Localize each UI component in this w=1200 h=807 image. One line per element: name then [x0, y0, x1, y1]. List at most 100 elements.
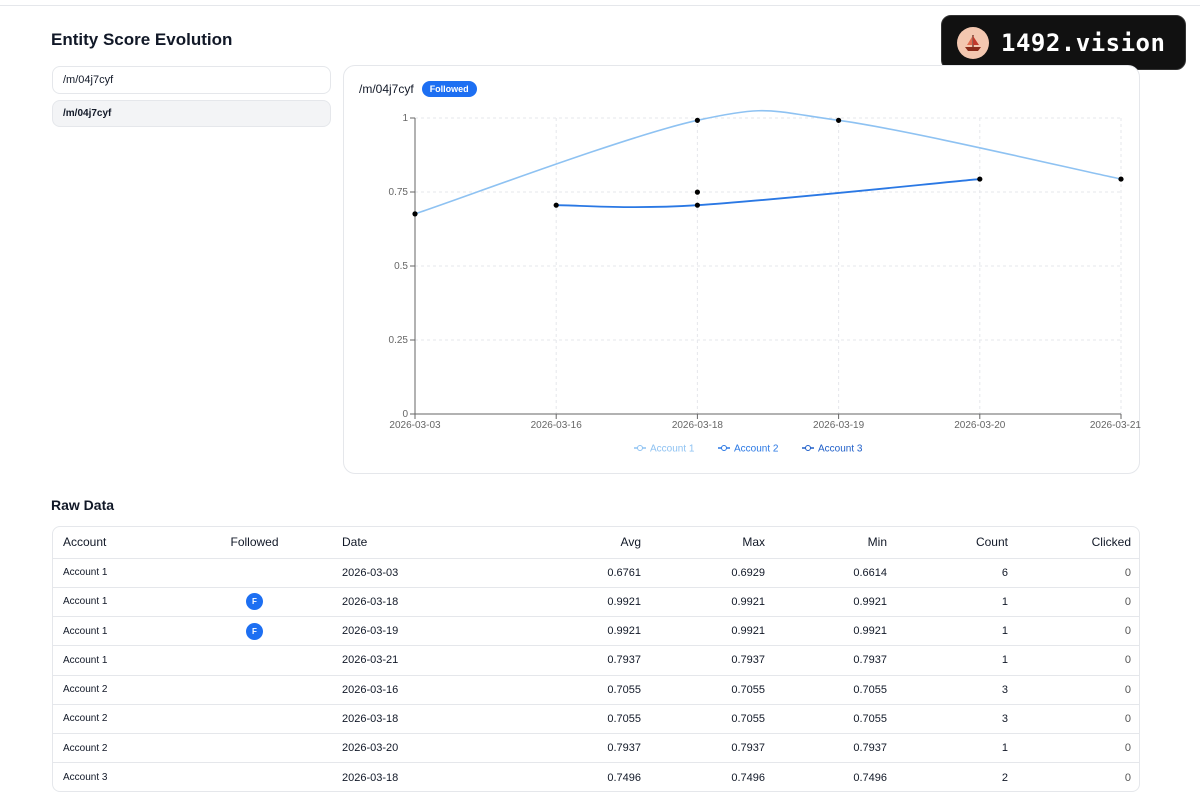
data-point	[553, 202, 559, 208]
table-row: Account 2 2026-03-16 0.7055 0.7055 0.7055 3 0	[53, 675, 1139, 704]
column-header-count[interactable]: Count	[975, 535, 1008, 550]
legend-marker	[805, 445, 811, 451]
cell-min: 0.6614	[853, 566, 887, 579]
cell-date: 2026-03-21	[342, 654, 399, 667]
cell-date: 2026-03-18	[342, 771, 399, 784]
table-row: Account 1 2026-03-03 0.6761 0.6929 0.6614 6 0	[53, 558, 1139, 587]
table-header-row: Account Followed Date Avg Max Min Count …	[53, 527, 1139, 558]
column-header-account[interactable]: Account	[63, 535, 107, 550]
chart-header: /m/04j7cyf Followed	[359, 81, 477, 97]
cell-clicked: 0	[1124, 654, 1131, 667]
raw-data-table: Account Followed Date Avg Max Min Count …	[52, 526, 1140, 792]
cell-date: 2026-03-18	[342, 712, 399, 725]
cell-followed: F	[177, 587, 332, 616]
data-point	[977, 176, 983, 182]
x-tick-label: 2026-03-19	[813, 420, 865, 431]
cell-followed	[177, 763, 332, 791]
brand-name: 1492.vision	[1001, 28, 1166, 57]
table-row: Account 3 2026-03-18 0.7496 0.7496 0.7496 2 0	[53, 762, 1139, 791]
column-header-followed[interactable]: Followed	[230, 535, 279, 550]
column-header-date[interactable]: Date	[342, 535, 368, 550]
cell-clicked: 0	[1124, 566, 1131, 579]
legend-label: Account 3	[818, 444, 863, 455]
y-tick-label: 0	[402, 409, 408, 420]
cell-max: 0.7055	[731, 683, 765, 696]
cell-avg: 0.7055	[607, 683, 641, 696]
cell-account: Account 1	[63, 654, 108, 666]
column-header-max[interactable]: Max	[742, 535, 765, 550]
table-row: Account 2 2026-03-18 0.7055 0.7055 0.7055 3 0	[53, 704, 1139, 733]
followed-indicator: F	[246, 593, 263, 611]
cell-clicked: 0	[1124, 771, 1131, 784]
cell-date: 2026-03-20	[342, 742, 399, 755]
cell-clicked: 0	[1124, 742, 1131, 755]
top-divider	[0, 5, 1200, 6]
y-tick-label: 0.5	[394, 261, 408, 272]
cell-account: Account 2	[63, 713, 108, 725]
cell-min: 0.7496	[853, 771, 887, 784]
series-line-1	[414, 109, 1122, 215]
data-point	[694, 202, 700, 208]
data-point	[694, 189, 700, 195]
cell-count: 1	[1001, 654, 1008, 667]
table-row: Account 1 F 2026-03-19 0.9921 0.9921 0.9921 1 0	[53, 616, 1139, 646]
cell-clicked: 0	[1124, 683, 1131, 696]
cell-date: 2026-03-18	[342, 595, 399, 608]
followed-badge: Followed	[421, 81, 477, 97]
cell-account: Account 1	[63, 625, 108, 637]
cell-avg: 0.9921	[607, 595, 641, 608]
column-header-avg[interactable]: Avg	[620, 535, 641, 550]
x-tick-label: 2026-03-20	[954, 420, 1006, 431]
cell-date: 2026-03-16	[342, 683, 399, 696]
cell-followed	[177, 704, 332, 733]
cell-account: Account 1	[63, 596, 108, 608]
chart-card: 0 0.25 0.5 0.75 1 2026-03-03 2026-03-16 2026-03…	[343, 65, 1141, 474]
entity-search-input[interactable]	[52, 66, 331, 94]
cell-avg: 0.7937	[607, 742, 641, 755]
cell-clicked: 0	[1124, 595, 1131, 608]
column-header-clicked[interactable]: Clicked	[1091, 535, 1131, 550]
cell-count: 3	[1001, 683, 1008, 696]
data-point	[412, 211, 418, 217]
table-row: Account 1 2026-03-21 0.7937 0.7937 0.7937 1 0	[53, 645, 1139, 675]
cell-count: 6	[1001, 566, 1008, 579]
followed-indicator: F	[246, 622, 263, 640]
cell-max: 0.6929	[731, 566, 765, 579]
page-title: Entity Score Evolution	[51, 30, 233, 49]
legend-marker	[721, 445, 727, 451]
legend-marker	[637, 445, 643, 451]
cell-avg: 0.7055	[607, 712, 641, 725]
cell-max: 0.9921	[731, 625, 765, 638]
cell-avg: 0.7496	[607, 771, 641, 784]
data-point	[836, 117, 842, 123]
cell-min: 0.7055	[853, 683, 887, 696]
cell-followed	[177, 675, 332, 704]
cell-max: 0.9921	[731, 595, 765, 608]
cell-avg: 0.9921	[607, 625, 641, 638]
table-row: Account 2 2026-03-20 0.7937 0.7937 0.7937 1 0	[53, 733, 1139, 763]
cell-count: 1	[1001, 742, 1008, 755]
cell-date: 2026-03-03	[342, 566, 399, 579]
cell-count: 1	[1001, 595, 1008, 608]
legend-label: Account 1	[650, 444, 695, 455]
cell-avg: 0.6761	[607, 566, 641, 579]
x-tick-label: 2026-03-16	[531, 420, 583, 431]
cell-max: 0.7937	[731, 742, 765, 755]
cell-account: Account 2	[63, 742, 108, 754]
cell-followed	[177, 734, 332, 763]
cell-min: 0.7937	[853, 654, 887, 667]
chart-entity-label: /m/04j7cyf	[359, 82, 414, 96]
y-tick-label: 0.25	[389, 335, 409, 346]
cell-account: Account 2	[63, 684, 108, 696]
data-point	[694, 117, 700, 123]
cell-followed	[177, 646, 332, 675]
legend-label: Account 2	[734, 444, 779, 455]
x-tick-label: 2026-03-03	[389, 420, 441, 431]
cell-min: 0.9921	[853, 625, 887, 638]
cell-min: 0.7055	[853, 712, 887, 725]
cell-avg: 0.7937	[607, 654, 641, 667]
column-header-min[interactable]: Min	[867, 535, 887, 550]
series-line-2	[556, 178, 980, 209]
entity-option[interactable]: /m/04j7cyf	[52, 100, 331, 127]
ship-logo-icon	[957, 26, 989, 59]
